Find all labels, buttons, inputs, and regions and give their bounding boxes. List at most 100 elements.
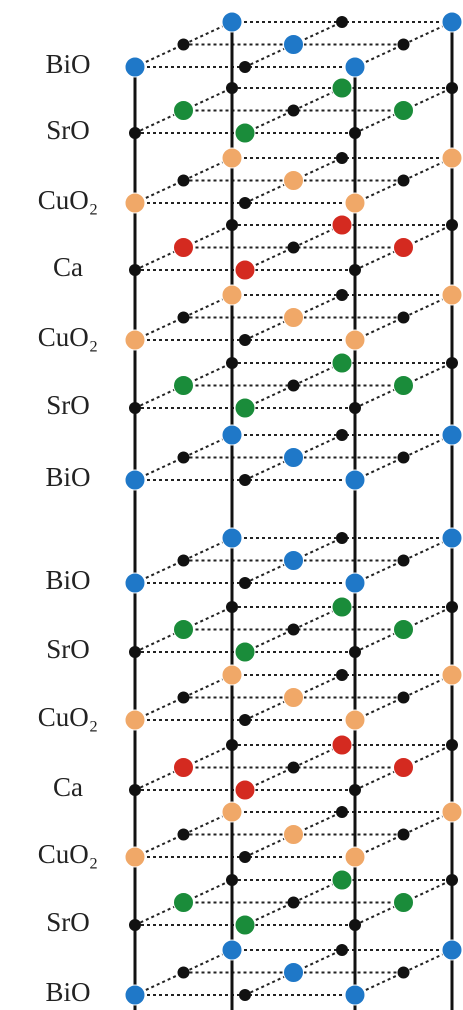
- oxygen-atom: [446, 82, 458, 94]
- oxygen-atom: [398, 555, 410, 567]
- oxygen-atom: [446, 739, 458, 751]
- oxygen-atom: [288, 380, 300, 392]
- cation-atom: [284, 688, 304, 708]
- oxygen-atom: [398, 967, 410, 979]
- oxygen-atom: [446, 601, 458, 613]
- cation-atom: [332, 735, 352, 755]
- cation-atom: [442, 802, 462, 822]
- layer-label: Ca: [53, 252, 83, 282]
- crystal-structure-diagram: BiOSrOCuO₂CaCuO₂SrOBiOBiOSrOCuO₂CaCuO₂Sr…: [0, 0, 463, 1010]
- oxygen-atom: [226, 357, 238, 369]
- cation-atom: [345, 573, 365, 593]
- cation-atom: [332, 215, 352, 235]
- cation-atom: [284, 825, 304, 845]
- layer-label: BiO: [45, 462, 90, 492]
- oxygen-atom: [178, 175, 190, 187]
- oxygen-atom: [336, 429, 348, 441]
- layer-label: BiO: [45, 49, 90, 79]
- cation-atom: [345, 847, 365, 867]
- oxygen-atom: [446, 219, 458, 231]
- oxygen-atom: [226, 219, 238, 231]
- cation-atom: [284, 448, 304, 468]
- oxygen-atom: [349, 784, 361, 796]
- oxygen-atom: [129, 127, 141, 139]
- cation-atom: [284, 171, 304, 191]
- cation-atom: [394, 620, 414, 640]
- cation-atom: [442, 665, 462, 685]
- oxygen-atom: [336, 532, 348, 544]
- oxygen-atom: [178, 555, 190, 567]
- cation-atom: [174, 238, 194, 258]
- oxygen-atom: [239, 61, 251, 73]
- oxygen-atom: [398, 452, 410, 464]
- cation-atom: [442, 940, 462, 960]
- oxygen-atom: [239, 714, 251, 726]
- cation-atom: [394, 758, 414, 778]
- cation-atom: [345, 710, 365, 730]
- cation-atom: [222, 802, 242, 822]
- oxygen-atom: [239, 577, 251, 589]
- layer-label: BiO: [45, 565, 90, 595]
- cation-atom: [174, 758, 194, 778]
- cation-atom: [332, 870, 352, 890]
- oxygen-atom: [398, 829, 410, 841]
- oxygen-atom: [349, 402, 361, 414]
- oxygen-atom: [349, 127, 361, 139]
- cation-atom: [394, 376, 414, 396]
- layer-label: CuO₂: [38, 185, 98, 215]
- cation-atom: [345, 985, 365, 1005]
- cation-atom: [222, 12, 242, 32]
- cation-atom: [345, 193, 365, 213]
- oxygen-atom: [398, 39, 410, 51]
- oxygen-atom: [288, 897, 300, 909]
- cation-atom: [442, 285, 462, 305]
- cation-atom: [284, 35, 304, 55]
- cation-atom: [235, 260, 255, 280]
- oxygen-atom: [226, 601, 238, 613]
- oxygen-atom: [129, 264, 141, 276]
- cation-atom: [394, 238, 414, 258]
- oxygen-atom: [349, 264, 361, 276]
- layer-label: SrO: [46, 907, 90, 937]
- oxygen-atom: [239, 197, 251, 209]
- cation-atom: [284, 551, 304, 571]
- oxygen-atom: [129, 646, 141, 658]
- layer-label: CuO₂: [38, 702, 98, 732]
- cation-atom: [442, 12, 462, 32]
- cation-atom: [394, 101, 414, 121]
- layer-label: SrO: [46, 634, 90, 664]
- cation-atom: [284, 963, 304, 983]
- oxygen-atom: [336, 289, 348, 301]
- cation-atom: [125, 710, 145, 730]
- layer-label: CuO₂: [38, 322, 98, 352]
- cation-atom: [125, 57, 145, 77]
- lattice-lines: [135, 22, 452, 995]
- layer-label: BiO: [45, 977, 90, 1007]
- cation-atom: [125, 573, 145, 593]
- oxygen-atom: [239, 989, 251, 1001]
- oxygen-atom: [178, 967, 190, 979]
- oxygen-atom: [349, 646, 361, 658]
- oxygen-atom: [226, 739, 238, 751]
- cation-atom: [125, 847, 145, 867]
- cation-atom: [235, 123, 255, 143]
- oxygen-atom: [239, 851, 251, 863]
- layer-labels: BiOSrOCuO₂CaCuO₂SrOBiOBiOSrOCuO₂CaCuO₂Sr…: [38, 49, 98, 1007]
- oxygen-atom: [398, 175, 410, 187]
- oxygen-atom: [178, 452, 190, 464]
- oxygen-atom: [349, 919, 361, 931]
- layer-label: SrO: [46, 115, 90, 145]
- cation-atom: [174, 620, 194, 640]
- cation-atom: [222, 148, 242, 168]
- cation-atom: [332, 78, 352, 98]
- oxygen-atom: [336, 16, 348, 28]
- oxygen-atom: [226, 874, 238, 886]
- oxygen-atom: [446, 357, 458, 369]
- oxygen-atom: [178, 829, 190, 841]
- cation-atom: [222, 665, 242, 685]
- cation-atom: [332, 597, 352, 617]
- oxygen-atom: [288, 242, 300, 254]
- oxygen-atom: [336, 944, 348, 956]
- oxygen-atom: [336, 152, 348, 164]
- cation-atom: [442, 528, 462, 548]
